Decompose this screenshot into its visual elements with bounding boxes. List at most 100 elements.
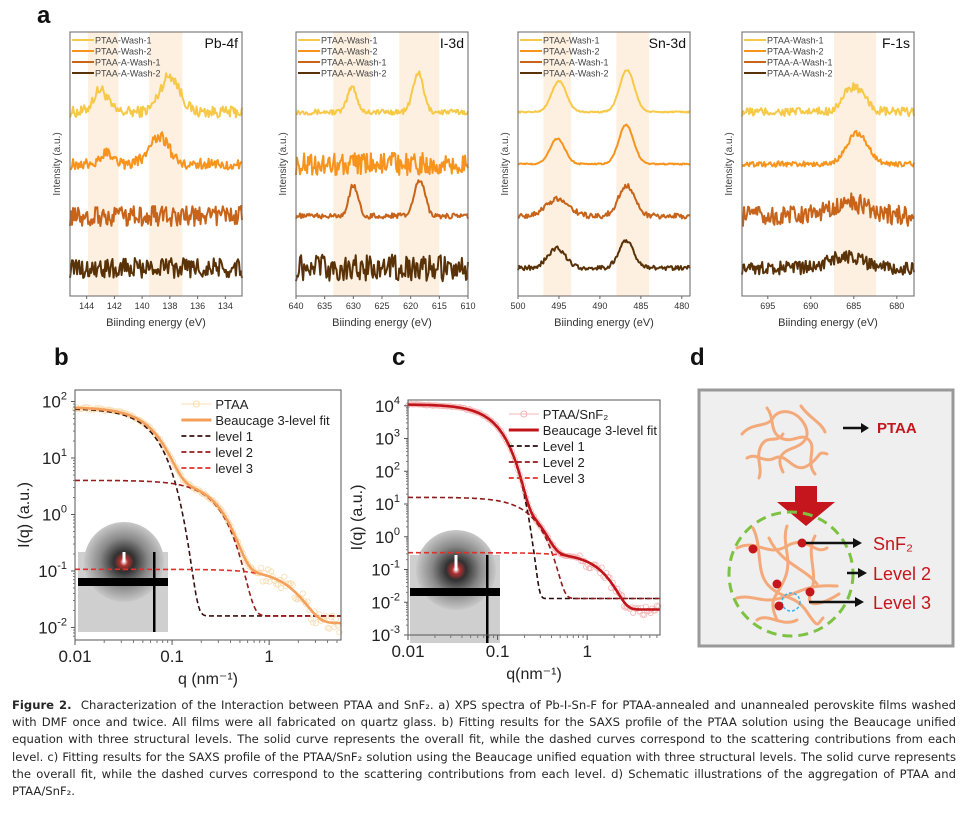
ptaa-chain-icon	[740, 404, 829, 480]
chart-title: Sn-3d	[649, 35, 686, 51]
xps-chart-f1s: PTAA-Wash-1PTAA-Wash-2PTAA-A-Wash-1PTAA-…	[724, 31, 915, 329]
schematic-label-ptaa: PTAA	[877, 420, 917, 437]
data-point	[313, 620, 320, 627]
y-tick-label: 102	[375, 460, 400, 481]
xps-series-2	[742, 192, 915, 227]
data-point	[288, 580, 295, 587]
y-tick-exp: 2	[394, 460, 400, 472]
y-tick-base: 10	[42, 393, 61, 412]
data-point	[258, 564, 265, 571]
x-tick-label: 140	[135, 301, 150, 311]
y-tick-base: 10	[371, 561, 390, 580]
y-axis-label: Intensity (a.u.)	[500, 132, 511, 195]
snf2-dot-icons	[748, 538, 815, 611]
xps-series-0	[741, 82, 915, 117]
xps-series-0	[69, 72, 243, 119]
schematic-label-level-2: Level 2	[873, 564, 931, 584]
x-tick-label: 0.01	[391, 642, 424, 661]
x-tick-label: 500	[510, 301, 525, 311]
legend-entry: PTAA-Wash-2	[95, 47, 152, 57]
panel-letter-c: c	[392, 344, 406, 371]
legend-entry: Level 1	[543, 439, 585, 454]
x-tick-label: 495	[551, 301, 566, 311]
y-tick-base: 10	[38, 562, 57, 581]
y-tick-label: 10-2	[371, 591, 400, 612]
data-point	[163, 447, 170, 454]
data-point	[289, 582, 296, 589]
y-tick-exp: 0	[394, 526, 400, 538]
legend-entry: PTAA-A-Wash-2	[95, 69, 161, 79]
xps-series-0	[517, 69, 691, 114]
xps-chart-pb4f: PTAA-Wash-1PTAA-Wash-2PTAA-A-Wash-1PTAA-…	[52, 31, 243, 329]
y-tick-exp: -3	[390, 624, 400, 636]
x-axis-label: q (nm⁻¹)	[178, 671, 238, 688]
legend-entry: level 1	[215, 429, 253, 444]
legend-entry: PTAA-A-Wash-1	[95, 58, 161, 68]
y-tick-base: 10	[42, 505, 61, 524]
panel-letter-b: b	[54, 344, 69, 371]
data-point	[278, 584, 285, 591]
shaded-region	[543, 32, 572, 296]
legend-entry: PTAA-A-Wash-2	[543, 69, 609, 79]
level-2-curve	[408, 496, 660, 600]
x-tick-label: 640	[288, 301, 303, 311]
x-tick-label: 142	[107, 301, 122, 311]
data-point	[266, 578, 273, 585]
y-tick-base: 10	[375, 495, 394, 514]
legend-entry: PTAA-A-Wash-1	[543, 58, 609, 68]
data-point	[309, 619, 316, 626]
data-point	[314, 614, 321, 621]
x-tick-label: 144	[79, 301, 94, 311]
level-1-curve	[74, 408, 341, 617]
plot-frame	[517, 31, 691, 297]
x-tick-label: 620	[403, 301, 418, 311]
y-tick-label: 100	[375, 526, 400, 547]
y-tick-base: 10	[42, 449, 61, 468]
beaucage-fit-curve	[75, 406, 341, 625]
data-point	[299, 590, 306, 597]
x-axis-label: q(nm⁻¹)	[506, 666, 562, 683]
chart-title: F-1s	[882, 35, 910, 51]
x-axis-label: Biinding energy (eV)	[778, 317, 878, 329]
saxs-2d-inset-image	[410, 530, 500, 643]
legend-entry: level 3	[215, 461, 253, 476]
y-tick-exp: -2	[57, 616, 67, 628]
legend-entry: PTAA-Wash-2	[543, 47, 600, 57]
legend-entry: PTAA-Wash-1	[321, 36, 378, 46]
aggregate-chains-icon	[735, 524, 841, 626]
legend-entry: Level 3	[543, 471, 585, 486]
legend-entry: Level 2	[543, 455, 585, 470]
x-tick-label: 490	[592, 301, 607, 311]
x-axis-label: Biinding energy (eV)	[332, 317, 432, 329]
legend-marker	[520, 410, 528, 418]
x-tick-label: 0.1	[160, 647, 184, 666]
y-tick-base: 10	[375, 397, 394, 416]
y-tick-base: 10	[371, 626, 390, 645]
legend-entry: PTAA-A-Wash-2	[767, 69, 833, 79]
data-point	[331, 624, 338, 631]
y-axis-label: Intensity (a.u.)	[724, 132, 735, 195]
y-tick-label: 101	[375, 493, 400, 514]
y-tick-base: 10	[38, 618, 57, 637]
x-tick-label: 1	[582, 642, 591, 661]
x-tick-label: 610	[460, 301, 475, 311]
data-point	[494, 424, 501, 431]
xps-series-1	[741, 129, 915, 168]
legend-entry: PTAA-A-Wash-1	[321, 58, 387, 68]
y-tick-label: 10-3	[371, 624, 400, 645]
xps-series-1	[69, 131, 243, 171]
plot-frame	[69, 31, 243, 297]
schematic-label-level-3: Level 3	[873, 593, 931, 613]
x-tick-label: 625	[374, 301, 389, 311]
xps-series-2	[69, 205, 243, 227]
data-point	[653, 602, 660, 609]
y-tick-label: 100	[42, 503, 67, 524]
y-axis-label: Intensity (a.u.)	[52, 132, 63, 195]
y-tick-exp: 4	[394, 395, 400, 407]
x-tick-label: 630	[346, 301, 361, 311]
plot-frame	[74, 389, 342, 641]
y-tick-base: 10	[371, 593, 390, 612]
x-tick-label: 1	[264, 647, 273, 666]
plot-frame	[741, 31, 915, 297]
